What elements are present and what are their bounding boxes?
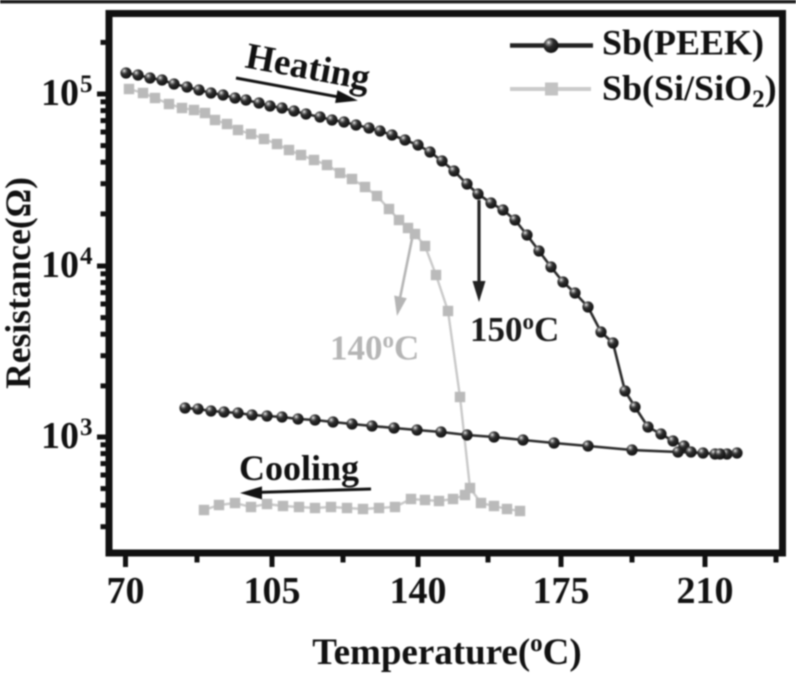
svg-text:Temperature(oC): Temperature(oC) bbox=[312, 630, 581, 673]
svg-text:10: 10 bbox=[41, 72, 79, 114]
svg-text:5: 5 bbox=[80, 71, 93, 98]
svg-text:3: 3 bbox=[80, 414, 93, 441]
svg-text:105: 105 bbox=[244, 570, 301, 612]
svg-text:175: 175 bbox=[533, 570, 590, 612]
svg-text:10: 10 bbox=[41, 415, 79, 457]
svg-text:Sb(PEEK): Sb(PEEK) bbox=[602, 23, 764, 63]
svg-text:10: 10 bbox=[41, 244, 79, 286]
svg-text:150oC: 150oC bbox=[470, 309, 559, 349]
svg-text:Cooling: Cooling bbox=[239, 448, 359, 488]
svg-text:Sb(Si/SiO2): Sb(Si/SiO2) bbox=[602, 68, 777, 113]
svg-text:140: 140 bbox=[390, 570, 447, 612]
svg-text:70: 70 bbox=[107, 570, 145, 612]
svg-text:210: 210 bbox=[677, 570, 734, 612]
svg-text:140oC: 140oC bbox=[330, 328, 419, 368]
svg-text:Resistance(Ω): Resistance(Ω) bbox=[0, 177, 38, 389]
svg-text:4: 4 bbox=[80, 243, 93, 270]
